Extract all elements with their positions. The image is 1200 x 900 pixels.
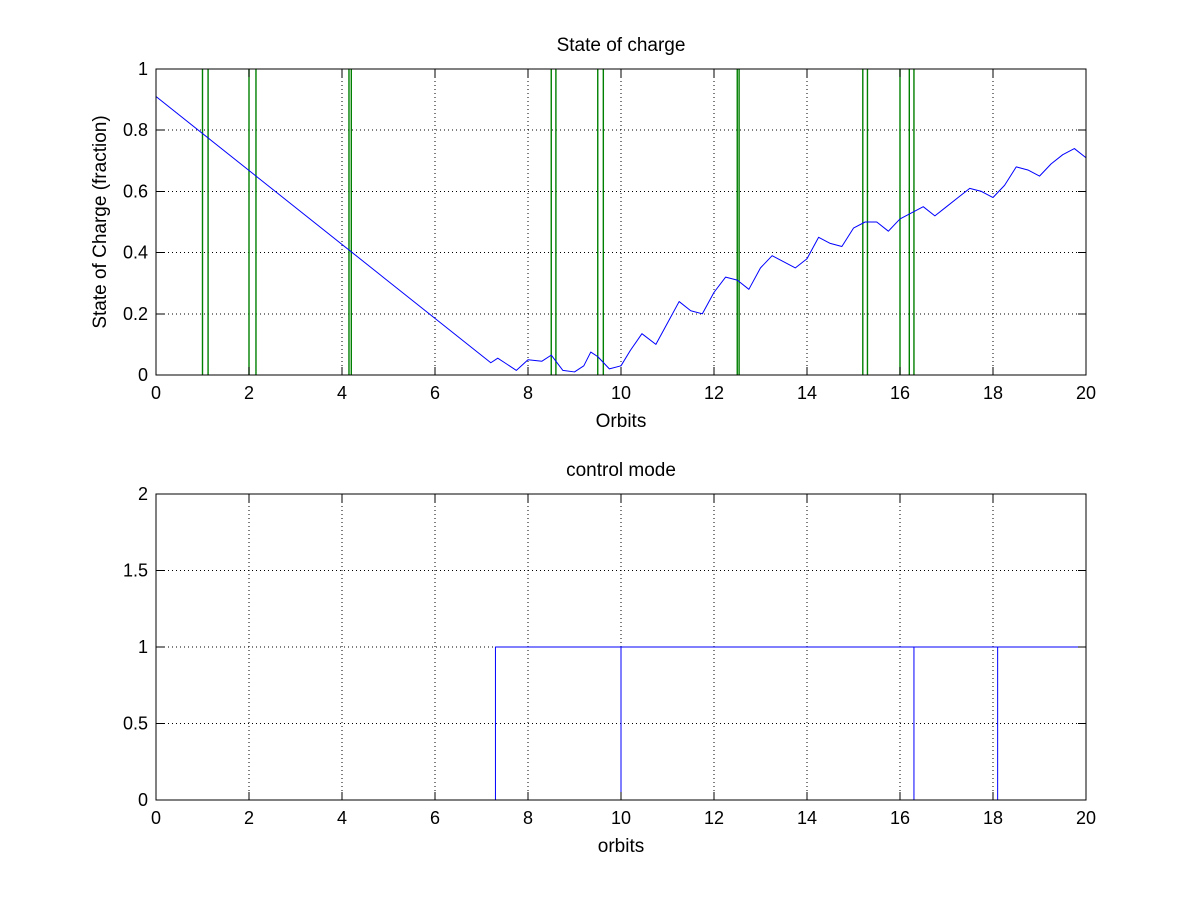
x-tick-label: 2 [244, 383, 254, 403]
x-ticks: 0 2 4 6 8 10 12 14 16 18 20 [151, 494, 1096, 828]
y-ticks: 0 0.5 1 1.5 2 [123, 484, 1086, 810]
x-ticks: 0 2 4 6 8 10 12 14 16 18 20 [151, 69, 1096, 403]
x-tick-label: 2 [244, 808, 254, 828]
y-tick-label: 0.2 [123, 304, 148, 324]
series-line-1 [155, 96, 1087, 373]
x-tick-label: 14 [797, 383, 817, 403]
x-tick-label: 8 [523, 383, 533, 403]
chart-2: 0 2 4 6 8 10 12 14 16 18 20 0 0.5 1 1.5 2 control mode or… [123, 460, 1096, 857]
x-tick-label: 16 [890, 383, 910, 403]
x-tick-label: 12 [704, 383, 724, 403]
chart-1: 0 2 4 6 8 10 12 14 16 18 20 0 0.2 0.4 0.6 0.8 1 State of … [90, 35, 1096, 432]
series-line-1 [494, 646, 1086, 801]
y-tick-label: 1 [138, 59, 148, 79]
x-tick-label: 0 [151, 808, 161, 828]
x-tick-label: 8 [523, 808, 533, 828]
x-tick-label: 10 [611, 808, 631, 828]
y-tick-label: 0.4 [123, 243, 148, 263]
y-tick-label: 2 [138, 484, 148, 504]
y-tick-label: 0.8 [123, 120, 148, 140]
x-tick-label: 20 [1076, 383, 1096, 403]
x-tick-label: 18 [983, 808, 1003, 828]
grid [156, 69, 1086, 375]
chart-title: State of charge [557, 35, 686, 56]
x-tick-label: 16 [890, 808, 910, 828]
chart-title: control mode [566, 460, 676, 481]
x-tick-label: 4 [337, 808, 347, 828]
x-tick-label: 6 [430, 383, 440, 403]
y-tick-label: 0.5 [123, 714, 148, 734]
y-tick-label: 0.6 [123, 181, 148, 201]
y-tick-label: 1 [138, 637, 148, 657]
x-tick-label: 4 [337, 383, 347, 403]
x-axis-label: Orbits [596, 411, 647, 432]
x-tick-label: 0 [151, 383, 161, 403]
x-tick-label: 18 [983, 383, 1003, 403]
x-tick-label: 14 [797, 808, 817, 828]
y-axis-label: State of Charge (fraction) [90, 115, 111, 328]
event-lines [201, 69, 915, 375]
x-tick-label: 10 [611, 383, 631, 403]
y-tick-label: 1.5 [123, 561, 148, 581]
y-ticks: 0 0.2 0.4 0.6 0.8 1 [123, 59, 1086, 385]
y-tick-label: 0 [138, 365, 148, 385]
x-axis-label: orbits [598, 836, 644, 857]
x-tick-label: 6 [430, 808, 440, 828]
x-tick-label: 12 [704, 808, 724, 828]
x-tick-label: 20 [1076, 808, 1096, 828]
y-tick-label: 0 [138, 790, 148, 810]
